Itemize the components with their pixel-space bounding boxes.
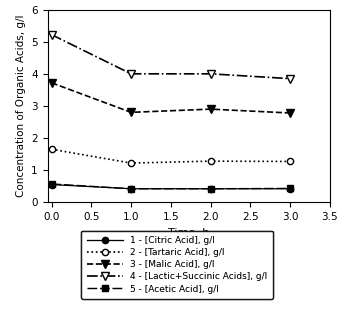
5 - [Acetic Acid], g/l [288,187,292,190]
2 - [Tartaric Acid], g/l [208,159,212,163]
3 - [Malic Acid], g/l [288,111,292,115]
5 - [Acetic Acid], g/l [208,187,212,191]
1 - [Citric Acid], g/l [288,187,292,191]
4 - [Lactic+Succinic Acids], g/l [208,72,212,76]
1 - [Citric Acid], g/l [129,187,133,191]
Legend: 1 - [Citric Acid], g/l, 2 - [Tartaric Acid], g/l, 3 - [Malic Acid], g/l, 4 - [La: 1 - [Citric Acid], g/l, 2 - [Tartaric Ac… [81,230,272,299]
3 - [Malic Acid], g/l [129,110,133,114]
Line: 2 - [Tartaric Acid], g/l: 2 - [Tartaric Acid], g/l [48,146,293,166]
Line: 1 - [Citric Acid], g/l: 1 - [Citric Acid], g/l [48,181,293,192]
5 - [Acetic Acid], g/l [50,182,54,186]
4 - [Lactic+Succinic Acids], g/l [288,77,292,81]
3 - [Malic Acid], g/l [208,107,212,111]
2 - [Tartaric Acid], g/l [50,147,54,151]
1 - [Citric Acid], g/l [50,183,54,187]
Line: 5 - [Acetic Acid], g/l: 5 - [Acetic Acid], g/l [48,181,293,192]
5 - [Acetic Acid], g/l [129,187,133,191]
Line: 4 - [Lactic+Succinic Acids], g/l: 4 - [Lactic+Succinic Acids], g/l [48,31,294,82]
X-axis label: Time, h: Time, h [168,228,209,238]
4 - [Lactic+Succinic Acids], g/l [129,72,133,76]
2 - [Tartaric Acid], g/l [129,161,133,165]
1 - [Citric Acid], g/l [208,187,212,191]
4 - [Lactic+Succinic Acids], g/l [50,33,54,37]
Line: 3 - [Malic Acid], g/l: 3 - [Malic Acid], g/l [48,79,294,117]
3 - [Malic Acid], g/l [50,81,54,85]
Y-axis label: Concentration of Organic Acids, g/l: Concentration of Organic Acids, g/l [16,15,26,197]
2 - [Tartaric Acid], g/l [288,160,292,163]
